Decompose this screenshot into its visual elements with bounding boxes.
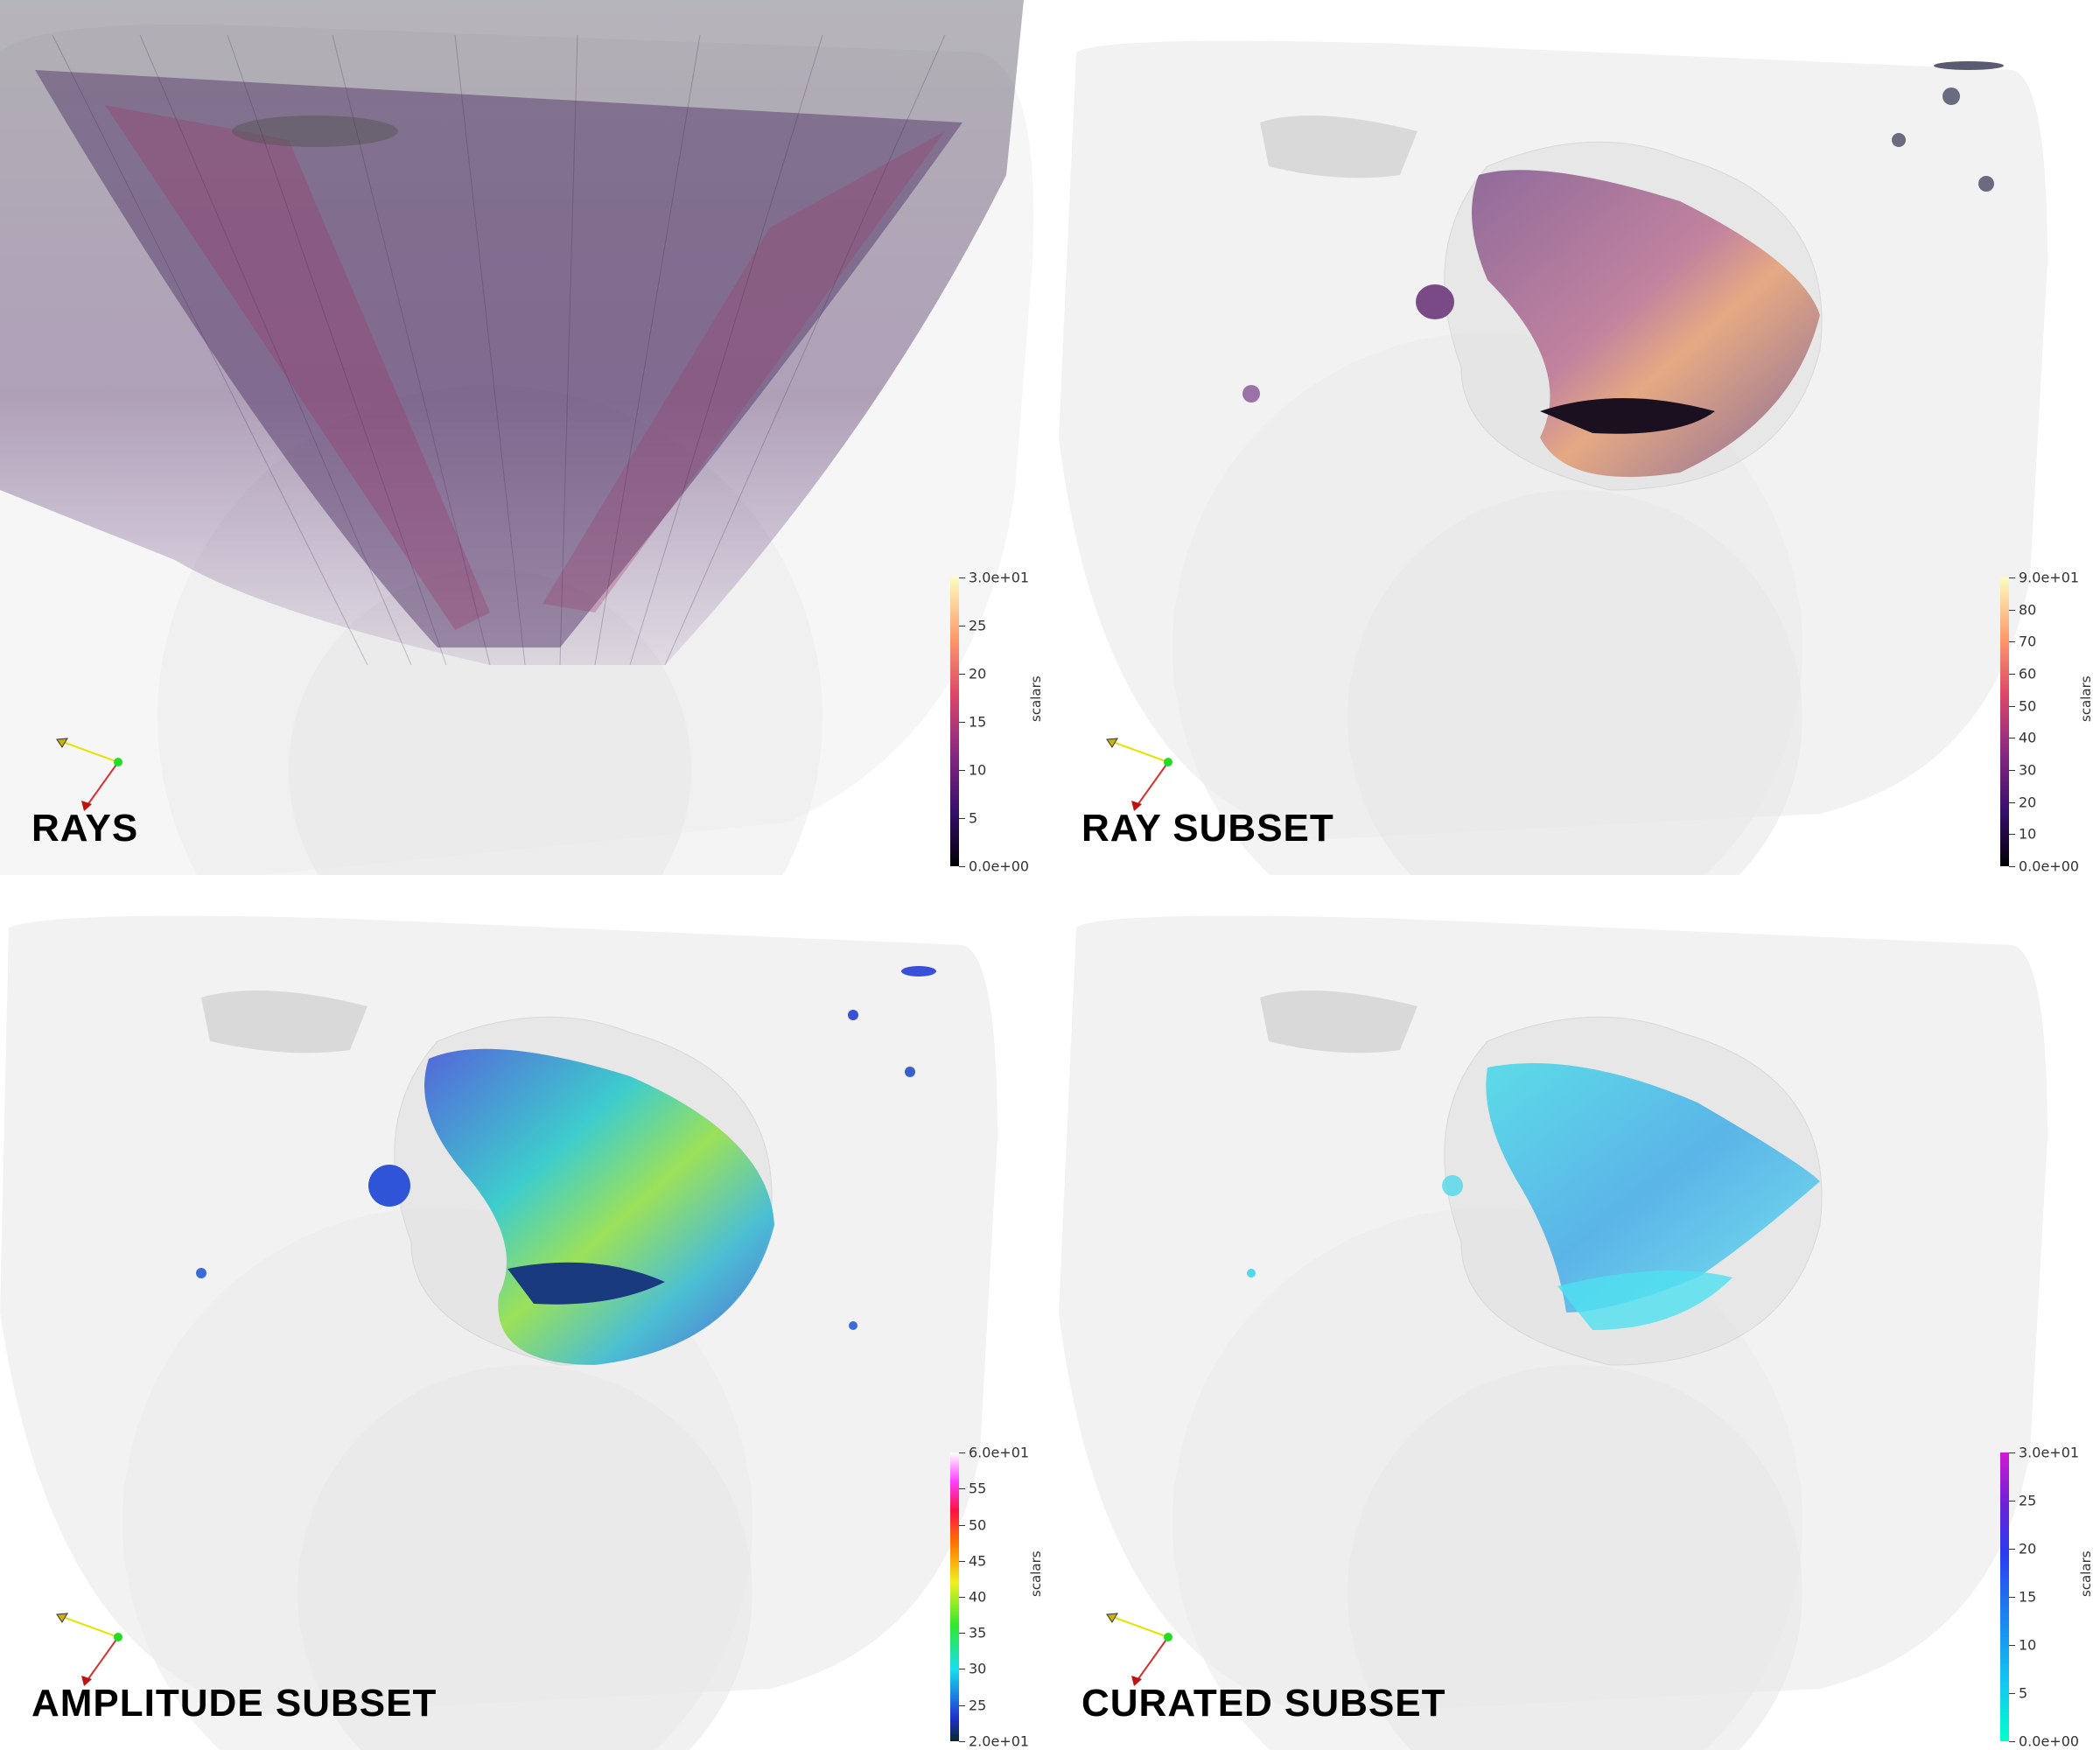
colorbar-title: scalars (2078, 676, 2094, 722)
volume-render-ray-subset (1050, 0, 2100, 875)
colorbar-curated-subset: 3.0e+01 25 20 15 10 5 0.0e+00 scalars (1995, 1448, 2100, 1746)
colorbar-ray-subset: 9.0e+01 80 70 60 50 40 30 20 10 0.0e+00 … (1995, 573, 2100, 871)
colorbar-min-tick (959, 866, 965, 867)
colorbar-min-label: 2.0e+01 (969, 1733, 1029, 1750)
colorbar-tick (2009, 706, 2015, 707)
colorbar-tick-label: 45 (969, 1553, 986, 1570)
colorbar-amplitude-subset: 6.0e+01 55 50 45 40 35 30 25 2.0e+01 sca… (945, 1448, 1050, 1746)
colorbar-tick (2009, 770, 2015, 771)
colorbar-tick (959, 1705, 965, 1706)
colorbar-tick-label: 40 (2019, 730, 2036, 746)
colorbar-min-tick (2009, 866, 2015, 867)
panel-title: CURATED SUBSET (1082, 1682, 1446, 1726)
colorbar-tick (959, 1488, 965, 1489)
panel-title: AMPLITUDE SUBSET (32, 1682, 437, 1726)
colorbar-tick-label: 5 (969, 810, 977, 827)
colorbar-tick (959, 674, 965, 675)
panel-rays: 3.0e+01 25 20 15 10 5 0.0e+00 scalars RA… (0, 0, 1050, 875)
colorbar-max-label: 3.0e+01 (2019, 1445, 2079, 1461)
colorbar-tick (959, 770, 965, 771)
colorbar-tick (2009, 674, 2015, 675)
colorbar-max-tick (2009, 1452, 2015, 1453)
colorbar-max-label: 3.0e+01 (969, 570, 1029, 586)
colorbar-tick (2009, 610, 2015, 611)
colorbar-tick-label: 20 (2019, 1541, 2036, 1558)
colorbar-tick (2009, 1549, 2015, 1550)
colorbar-gradient (2000, 1452, 2009, 1741)
colorbar-min-label: 0.0e+00 (969, 858, 1029, 875)
colorbar-max-label: 9.0e+01 (2019, 570, 2079, 586)
panel-curated-subset: 3.0e+01 25 20 15 10 5 0.0e+00 scalars CU… (1050, 875, 2100, 1750)
colorbar-gradient (950, 578, 959, 866)
colorbar-tick (2009, 641, 2015, 642)
colorbar-tick-label: 20 (969, 666, 986, 682)
panel-amplitude-subset: 6.0e+01 55 50 45 40 35 30 25 2.0e+01 sca… (0, 875, 1050, 1750)
colorbar-min-tick (959, 1741, 965, 1742)
colorbar-tick (959, 1669, 965, 1670)
colorbar-max-tick (959, 1452, 965, 1453)
colorbar-tick-label: 25 (969, 618, 986, 634)
colorbar-tick-label: 30 (969, 1661, 986, 1677)
colorbar-gradient (2000, 578, 2009, 866)
colorbar-tick (959, 1561, 965, 1562)
colorbar-tick-label: 40 (969, 1589, 986, 1606)
colorbar-tick-label: 25 (2019, 1493, 2036, 1509)
volume-render-rays (0, 0, 1050, 875)
colorbar-tick (2009, 1645, 2015, 1646)
colorbar-min-label: 0.0e+00 (2019, 1733, 2079, 1750)
colorbar-title: scalars (1028, 1550, 1044, 1597)
colorbar-max-label: 6.0e+01 (969, 1445, 1029, 1461)
colorbar-title: scalars (1028, 676, 1044, 722)
orientation-axes-icon (48, 731, 136, 818)
colorbar-tick-label: 35 (969, 1625, 986, 1642)
colorbar-tick (959, 1633, 965, 1634)
orientation-axes-icon (1098, 1606, 1186, 1693)
colorbar-min-label: 0.0e+00 (2019, 858, 2079, 875)
colorbar-rays: 3.0e+01 25 20 15 10 5 0.0e+00 scalars (945, 573, 1050, 871)
orientation-axes-icon (48, 1606, 136, 1693)
colorbar-tick-label: 70 (2019, 634, 2036, 650)
colorbar-tick (2009, 1597, 2015, 1598)
colorbar-tick (959, 1525, 965, 1526)
volume-render-curated-subset (1050, 875, 2100, 1750)
colorbar-tick-label: 50 (969, 1517, 986, 1534)
colorbar-tick-label: 20 (2019, 794, 2036, 811)
panel-ray-subset: 9.0e+01 80 70 60 50 40 30 20 10 0.0e+00 … (1050, 0, 2100, 875)
colorbar-tick-label: 80 (2019, 602, 2036, 619)
colorbar-tick-label: 15 (2019, 1589, 2036, 1606)
panel-title: RAYS (32, 807, 138, 850)
volume-render-amplitude-subset (0, 875, 1050, 1750)
colorbar-title: scalars (2078, 1550, 2094, 1597)
colorbar-tick (959, 722, 965, 723)
colorbar-tick (959, 818, 965, 819)
colorbar-tick-label: 10 (2019, 1637, 2036, 1654)
colorbar-tick-label: 10 (2019, 826, 2036, 843)
colorbar-tick-label: 30 (2019, 762, 2036, 779)
colorbar-tick (2009, 802, 2015, 803)
colorbar-tick-label: 15 (969, 714, 986, 731)
colorbar-tick (959, 1597, 965, 1598)
colorbar-tick-label: 60 (2019, 666, 2036, 682)
orientation-axes-icon (1098, 731, 1186, 818)
colorbar-tick-label: 50 (2019, 698, 2036, 715)
colorbar-tick-label: 5 (2019, 1685, 2027, 1702)
colorbar-tick (2009, 1501, 2015, 1502)
colorbar-tick-label: 25 (969, 1698, 986, 1714)
panel-title: RAY SUBSET (1082, 807, 1334, 850)
colorbar-tick-label: 55 (969, 1480, 986, 1497)
colorbar-tick (2009, 834, 2015, 835)
colorbar-tick-label: 10 (969, 762, 986, 779)
colorbar-min-tick (2009, 1741, 2015, 1742)
colorbar-gradient (950, 1452, 959, 1741)
colorbar-tick (2009, 1693, 2015, 1694)
